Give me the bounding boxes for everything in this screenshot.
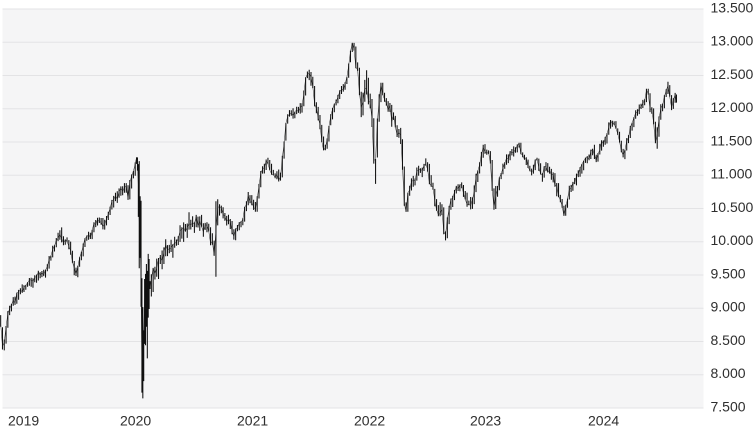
svg-text:10.000: 10.000 [711,232,753,248]
svg-text:2019: 2019 [8,413,39,429]
svg-text:13.000: 13.000 [711,33,753,49]
svg-text:8.500: 8.500 [711,332,746,348]
svg-text:12.000: 12.000 [711,99,753,115]
svg-text:11.000: 11.000 [711,166,753,182]
svg-text:2023: 2023 [470,413,501,429]
svg-text:11.500: 11.500 [711,132,753,148]
svg-text:13.500: 13.500 [711,0,753,15]
svg-text:8.000: 8.000 [711,365,746,381]
svg-text:12.500: 12.500 [711,66,753,82]
svg-text:2020: 2020 [120,413,151,429]
svg-text:9.000: 9.000 [711,299,746,315]
svg-text:9.500: 9.500 [711,265,746,281]
svg-text:2021: 2021 [237,413,268,429]
svg-text:2022: 2022 [354,413,385,429]
svg-text:2024: 2024 [588,413,619,429]
svg-text:7.500: 7.500 [711,398,746,414]
svg-text:10.500: 10.500 [711,199,753,215]
